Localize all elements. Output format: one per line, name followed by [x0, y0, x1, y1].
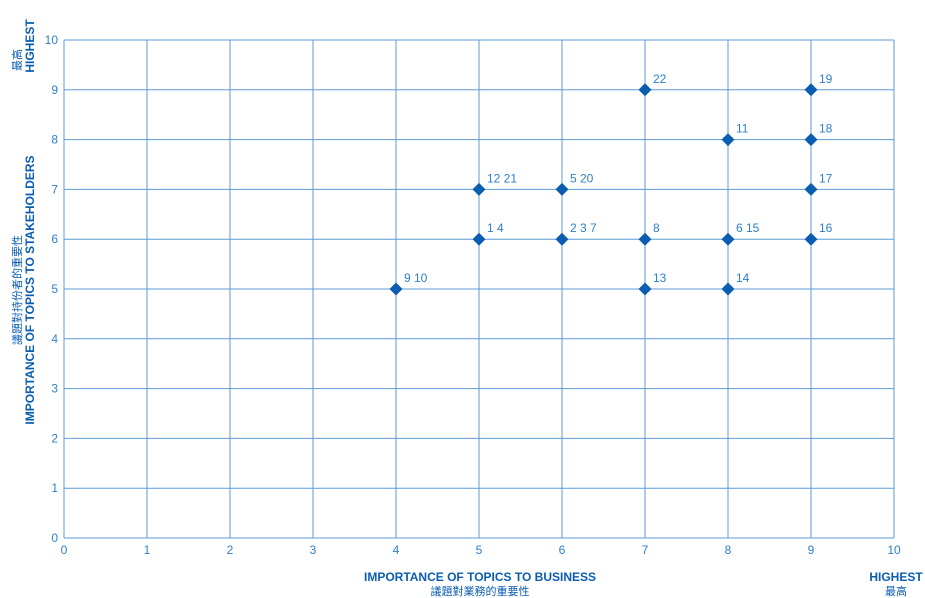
- x-tick-label: 1: [144, 543, 151, 557]
- y-tick-label: 7: [51, 182, 58, 196]
- x-tick-label: 2: [227, 543, 234, 557]
- y-tick-label: 8: [51, 133, 58, 147]
- data-points: 9 10 1 4 12 21 2 3 7 5 20 13 8 22 14 6 15 11 16 17 18…: [389, 72, 833, 296]
- y-tick-label: 9: [51, 83, 58, 97]
- data-point-marker: [389, 282, 403, 296]
- y-tick-label: 1: [51, 481, 58, 495]
- grid: [63, 39, 895, 539]
- x-axis-label-cjk: 議題對業務的重要性: [431, 584, 530, 598]
- data-point-marker: [472, 182, 486, 196]
- x-tick-label: 9: [808, 543, 815, 557]
- data-point-marker: [555, 182, 569, 196]
- data-point-label: 12 21: [487, 171, 517, 185]
- data-point-label: 2 3 7: [570, 221, 597, 235]
- data-point-marker: [638, 232, 652, 246]
- y-axis-end-label-cjk: 最高: [10, 49, 24, 71]
- x-tick-label: 4: [393, 543, 400, 557]
- x-tick-label: 3: [310, 543, 317, 557]
- x-tick-label: 0: [61, 543, 68, 557]
- data-point-marker: [804, 182, 818, 196]
- data-point-label: 18: [819, 122, 833, 136]
- data-point-marker: [804, 232, 818, 246]
- x-axis-label: IMPORTANCE OF TOPICS TO BUSINESS: [364, 570, 596, 584]
- y-axis-label-cjk: 議題對持份者的重要性: [10, 235, 24, 345]
- y-axis-ticks: 0 1 2 3 4 5 6 7 8 9 10: [45, 33, 59, 545]
- data-point-marker: [555, 232, 569, 246]
- data-point-marker: [804, 83, 818, 97]
- y-tick-label: 3: [51, 382, 58, 396]
- y-tick-label: 10: [45, 33, 59, 47]
- data-point-marker: [638, 83, 652, 97]
- data-point-label: 6 15: [736, 221, 760, 235]
- data-point-label: 14: [736, 271, 750, 285]
- data-point-label: 16: [819, 221, 833, 235]
- data-point-label: 8: [653, 221, 660, 235]
- data-point-label: 17: [819, 171, 833, 185]
- y-tick-label: 0: [51, 531, 58, 545]
- data-point-marker: [721, 282, 735, 296]
- data-point-marker: [638, 282, 652, 296]
- x-axis-ticks: 0 1 2 3 4 5 6 7 8 9 10: [61, 543, 901, 557]
- y-tick-label: 2: [51, 431, 58, 445]
- data-point-label: 22: [653, 72, 667, 86]
- data-point-label: 1 4: [487, 221, 504, 235]
- x-tick-label: 7: [642, 543, 649, 557]
- x-tick-label: 10: [887, 543, 901, 557]
- x-tick-label: 8: [725, 543, 732, 557]
- y-axis-label: IMPORTANCE OF TOPICS TO STAKEHOLDERS: [23, 155, 37, 424]
- data-point-marker: [721, 232, 735, 246]
- y-tick-label: 6: [51, 232, 58, 246]
- y-axis-end-label: HIGHEST: [23, 19, 37, 73]
- data-point-label: 9 10: [404, 271, 428, 285]
- x-axis-end-label-cjk: 最高: [885, 584, 907, 598]
- y-tick-label: 5: [51, 282, 58, 296]
- x-axis-end-label: HIGHEST: [869, 570, 923, 584]
- x-tick-label: 6: [559, 543, 566, 557]
- data-point-marker: [804, 133, 818, 147]
- data-point-marker: [721, 133, 735, 147]
- y-tick-label: 4: [51, 332, 58, 346]
- data-point-label: 13: [653, 271, 667, 285]
- data-point-label: 11: [736, 122, 749, 136]
- data-point-label: 19: [819, 72, 833, 86]
- data-point-label: 5 20: [570, 171, 594, 185]
- x-tick-label: 5: [476, 543, 483, 557]
- data-point-marker: [472, 232, 486, 246]
